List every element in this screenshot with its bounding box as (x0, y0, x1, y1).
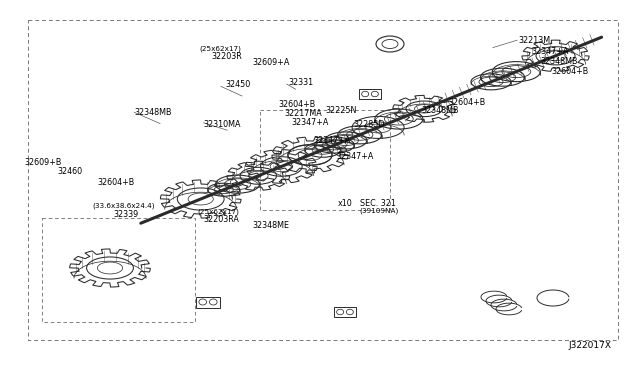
Bar (359, 89, 381, 99)
Text: 32213M: 32213M (518, 36, 550, 45)
Text: 32347+A: 32347+A (336, 152, 373, 161)
Text: 32347+A: 32347+A (314, 136, 351, 145)
Text: J322017X: J322017X (568, 341, 611, 350)
Text: SEC. 321: SEC. 321 (360, 199, 396, 208)
Text: 32310MA: 32310MA (204, 121, 241, 129)
Text: 32348MB: 32348MB (421, 106, 459, 115)
Text: 32604+B: 32604+B (552, 67, 589, 76)
Text: (33.6x38.6x24.4): (33.6x38.6x24.4) (93, 202, 156, 209)
Text: 32347+A: 32347+A (291, 118, 328, 127)
Text: x10: x10 (338, 199, 353, 208)
Bar (334, 307, 356, 317)
Text: 32217MA: 32217MA (285, 109, 323, 118)
Text: 32331: 32331 (288, 78, 313, 87)
Text: 32460: 32460 (58, 167, 83, 176)
Text: 32339: 32339 (114, 210, 139, 219)
Text: (25x62x17): (25x62x17) (200, 45, 241, 52)
Bar (196, 296, 220, 308)
Text: 32348MB: 32348MB (541, 57, 579, 66)
Text: 32347+A: 32347+A (531, 47, 568, 56)
Text: 32285D: 32285D (354, 120, 385, 129)
Text: (25x62x17): (25x62x17) (197, 208, 239, 215)
Text: 32203RA: 32203RA (204, 215, 239, 224)
Text: 32348MB: 32348MB (134, 108, 172, 117)
Text: 32609+A: 32609+A (253, 58, 290, 67)
Text: 32203R: 32203R (211, 52, 242, 61)
Text: 32348ME: 32348ME (253, 221, 290, 230)
Text: 32604+B: 32604+B (97, 178, 134, 187)
Text: (39109NA): (39109NA) (360, 207, 399, 214)
Text: 32225N: 32225N (325, 106, 356, 115)
Text: 32604+B: 32604+B (448, 98, 485, 107)
Text: 32450: 32450 (225, 80, 250, 89)
Text: 32609+B: 32609+B (24, 158, 61, 167)
Text: 32604+B: 32604+B (278, 100, 316, 109)
